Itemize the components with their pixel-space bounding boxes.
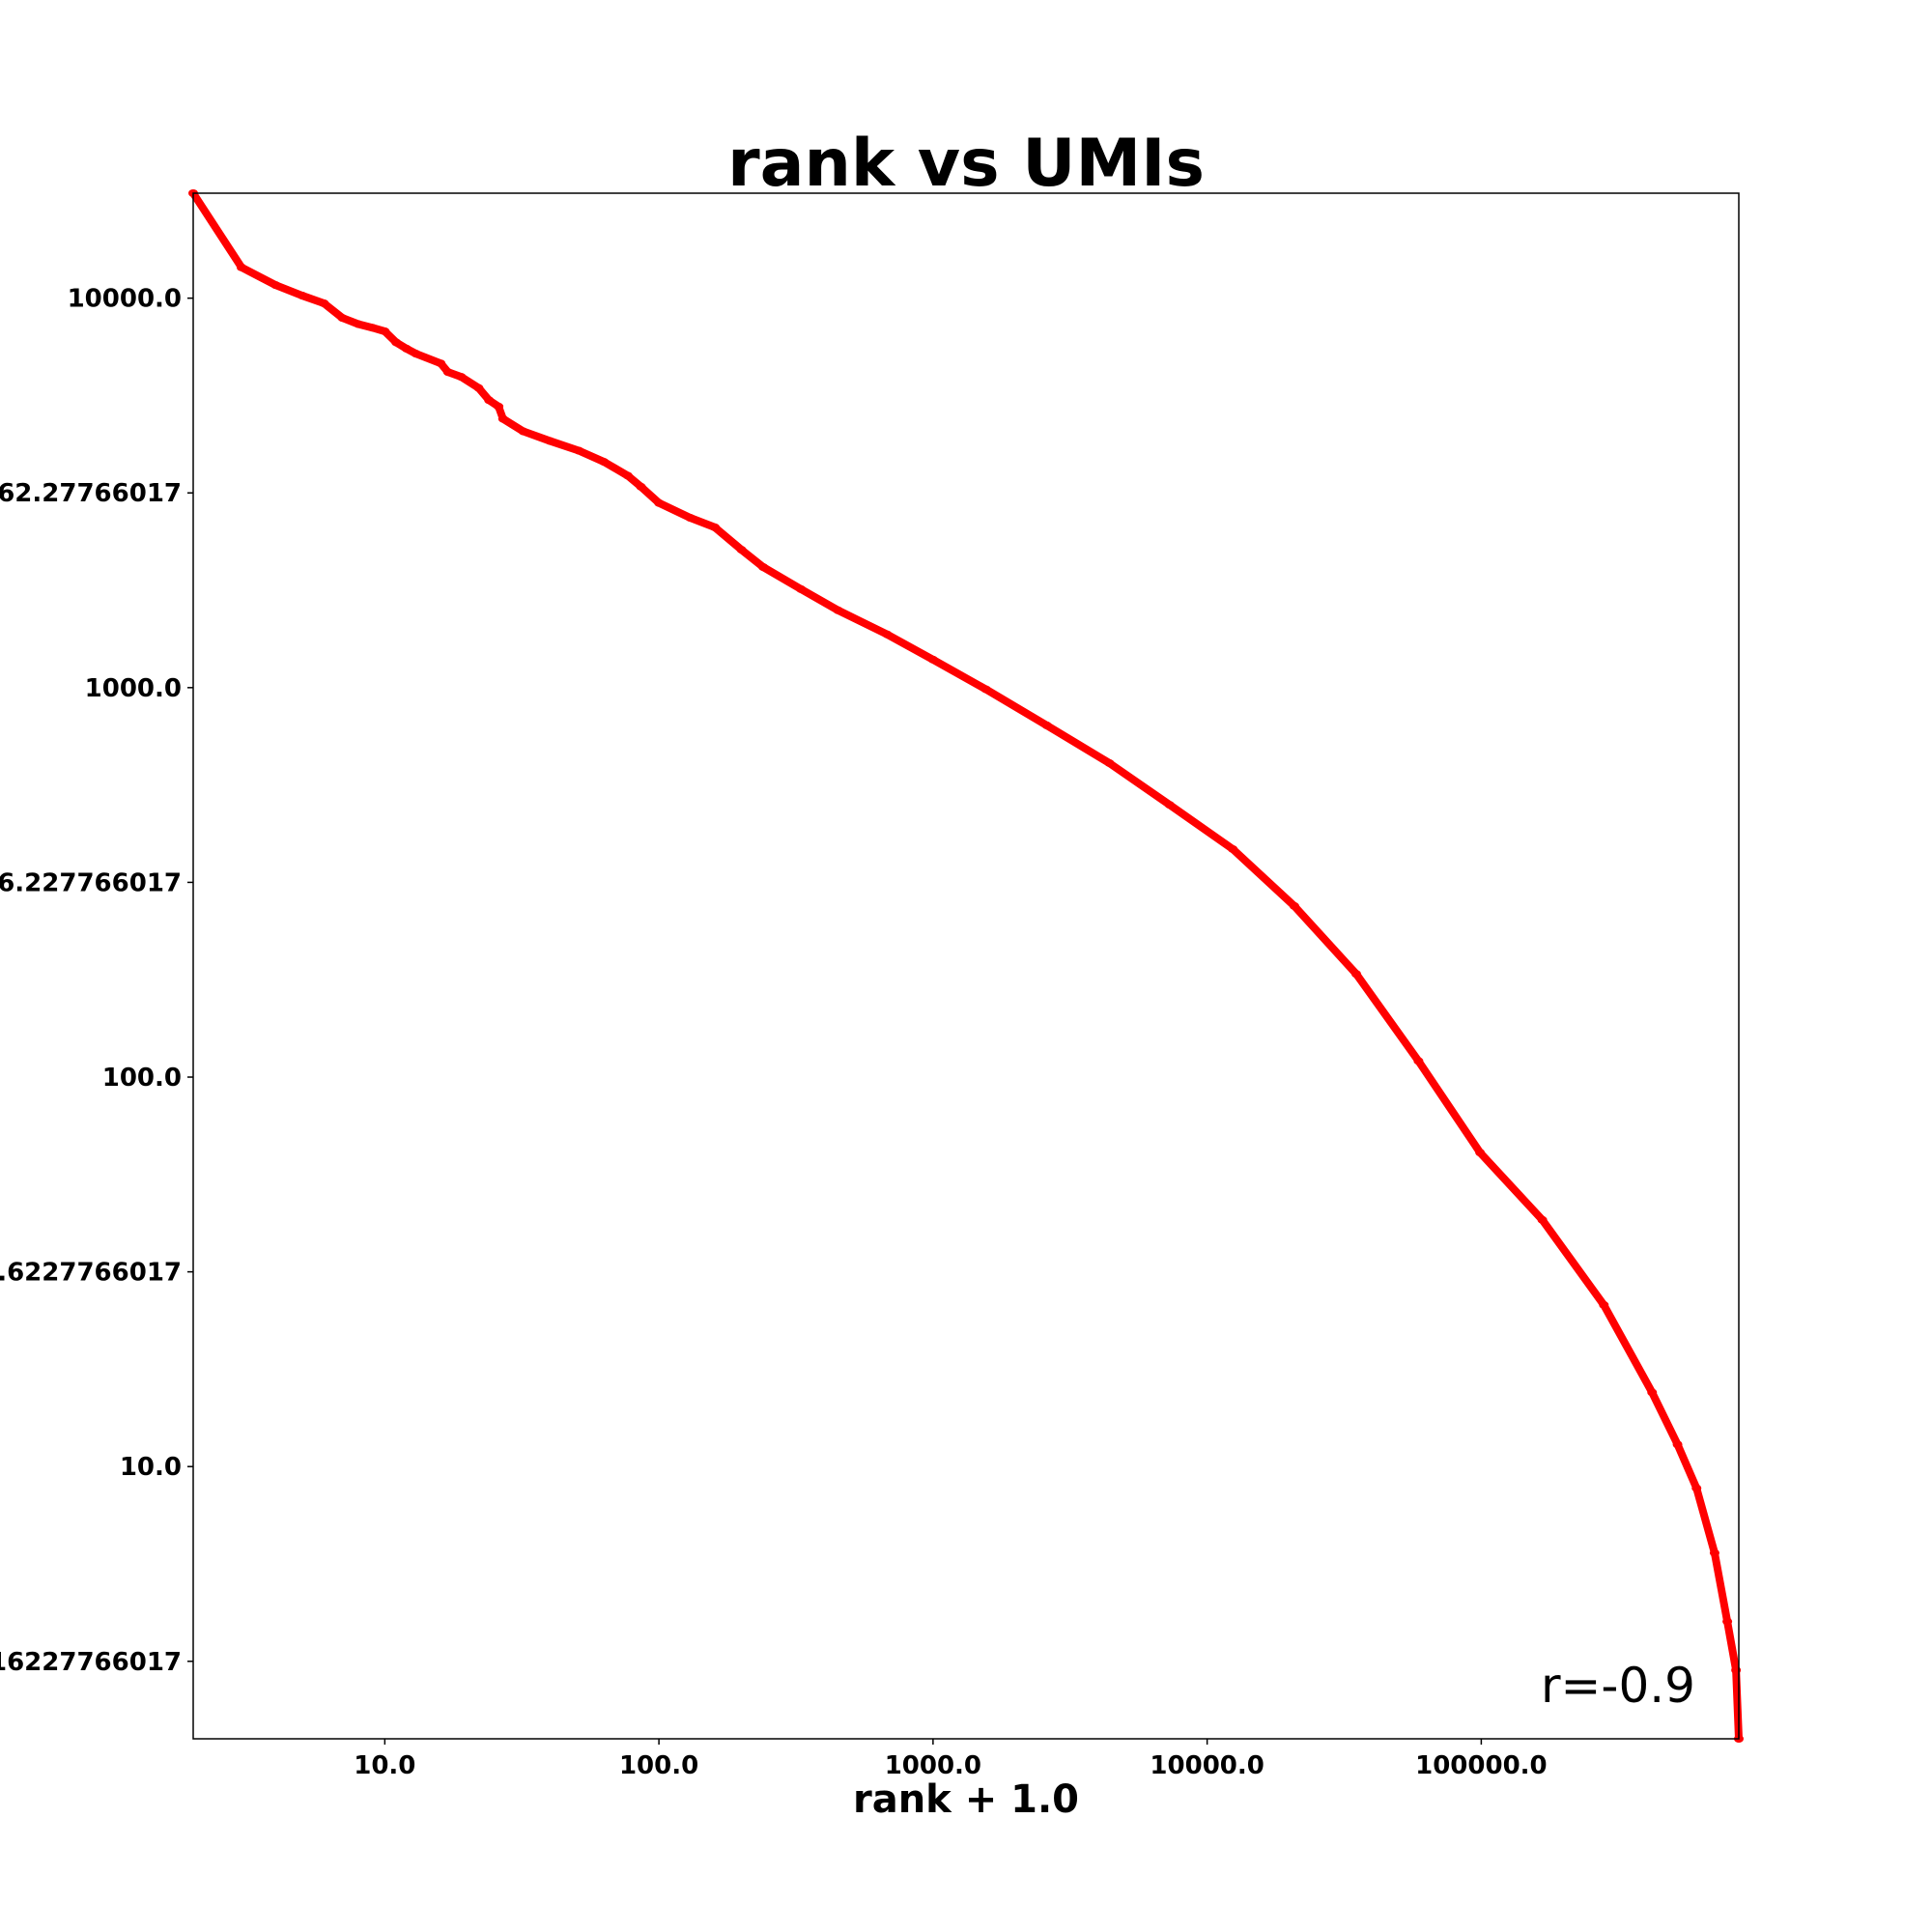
- data-point: [456, 373, 467, 382]
- y-tick-label: 3162.27766017: [0, 479, 182, 508]
- data-point: [367, 324, 378, 332]
- data-point: [599, 458, 610, 467]
- y-tick-label: 316.227766017: [0, 868, 182, 897]
- data-point: [319, 298, 329, 307]
- data-point: [337, 314, 348, 323]
- data-point: [494, 402, 504, 411]
- data-point: [411, 350, 421, 358]
- data-point: [353, 320, 363, 328]
- data-point: [1475, 1149, 1486, 1157]
- x-tick-label: 10000.0: [1150, 1751, 1264, 1780]
- data-point: [980, 685, 991, 694]
- series-trace: [189, 190, 1743, 1740]
- y-tick-label: 31.6227766017: [0, 1259, 182, 1288]
- data-point: [484, 396, 495, 405]
- y-tick-label: 10000.0: [68, 285, 182, 314]
- plot-frame: [192, 192, 1740, 1740]
- y-tick-label: 100.0: [102, 1064, 182, 1093]
- data-point: [1647, 1388, 1658, 1397]
- x-tick-label: 1000.0: [885, 1751, 981, 1780]
- y-tick-label: 1000.0: [85, 674, 182, 703]
- data-point: [636, 482, 646, 491]
- data-point: [927, 655, 938, 664]
- data-point: [391, 338, 402, 347]
- data-point: [270, 281, 281, 290]
- data-point: [1672, 1440, 1683, 1449]
- x-tick-label: 10.0: [354, 1751, 415, 1780]
- y-tick-label: 3.16227766017: [0, 1648, 182, 1677]
- data-point: [1709, 1548, 1719, 1557]
- data-point: [473, 384, 484, 392]
- x-axis: 10.0 100.0 1000.0 10000.0 100000.0: [354, 1739, 1548, 1780]
- data-point: [297, 292, 307, 300]
- data-point: [1537, 1215, 1548, 1224]
- data-point: [1413, 1057, 1424, 1065]
- data-point: [882, 630, 893, 639]
- data-point: [757, 563, 768, 572]
- data-point: [1104, 758, 1115, 767]
- data-point: [545, 437, 555, 445]
- data-point: [574, 446, 584, 455]
- data-point: [436, 359, 446, 368]
- data-point: [685, 513, 696, 522]
- data-point: [1228, 844, 1238, 853]
- data-point: [1351, 970, 1362, 979]
- data-point: [442, 368, 453, 377]
- data-points: [188, 189, 1744, 1743]
- data-point: [1691, 1484, 1702, 1492]
- x-axis-label: rank + 1.0: [853, 1777, 1079, 1822]
- data-point: [401, 344, 412, 353]
- data-point: [518, 427, 528, 436]
- data-point: [1599, 1300, 1609, 1309]
- y-axis: 3.16227766017 10.0 31.6227766017 100.0 316.2…: [0, 285, 193, 1677]
- data-point: [710, 523, 721, 531]
- data-point: [796, 584, 807, 593]
- data-point: [622, 471, 633, 480]
- data-point: [1722, 1617, 1733, 1626]
- data-point: [833, 606, 843, 614]
- y-tick-label: 10.0: [120, 1453, 182, 1482]
- data-point: [236, 263, 246, 271]
- data-point: [1289, 901, 1299, 910]
- data-point: [497, 414, 508, 423]
- data-point: [654, 498, 665, 507]
- correlation-annotation: r=-0.9: [1541, 1658, 1695, 1714]
- x-tick-label: 100.0: [619, 1751, 698, 1780]
- data-point: [1041, 721, 1052, 729]
- data-point: [736, 546, 747, 554]
- chart-title: rank vs UMIs: [727, 126, 1205, 202]
- data-point: [1164, 801, 1175, 810]
- x-tick-label: 100000.0: [1415, 1751, 1548, 1780]
- data-point: [380, 327, 390, 335]
